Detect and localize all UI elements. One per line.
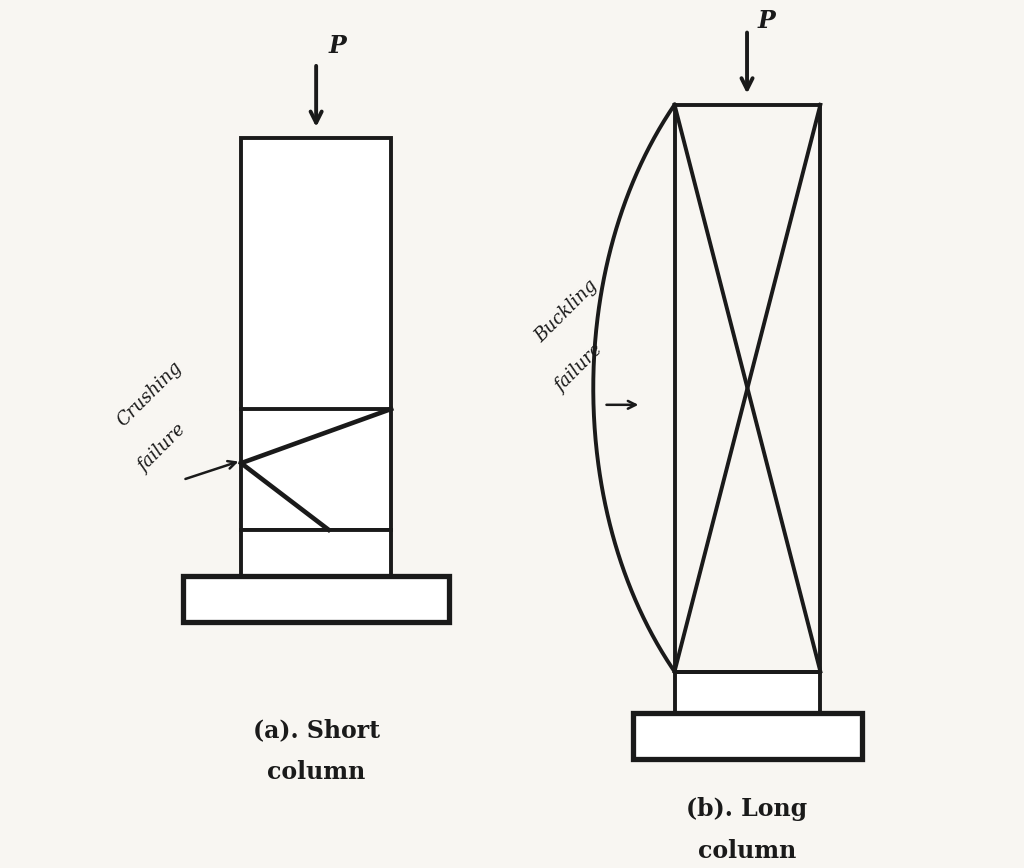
Bar [183, 575, 450, 621]
Text: Crushing: Crushing [114, 358, 185, 430]
Bar [241, 138, 391, 529]
Text: (a). Short: (a). Short [253, 718, 380, 742]
Text: column: column [267, 760, 366, 784]
Text: column: column [698, 838, 796, 863]
Bar [675, 672, 820, 713]
Text: P: P [329, 35, 346, 58]
Text: Buckling: Buckling [531, 277, 601, 346]
Text: failure: failure [551, 341, 606, 397]
Text: (b). Long: (b). Long [686, 797, 808, 821]
Text: P: P [758, 10, 775, 34]
Bar [633, 713, 862, 759]
Bar [241, 529, 391, 575]
Text: failure: failure [134, 421, 189, 476]
